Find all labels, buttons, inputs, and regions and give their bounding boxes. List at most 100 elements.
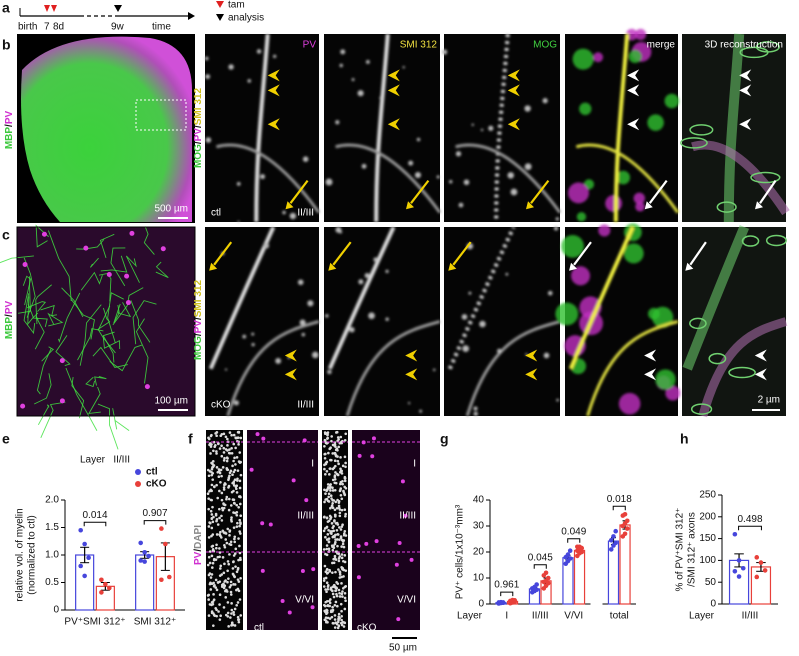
- nucleus: [331, 535, 335, 539]
- nucleus: [220, 491, 224, 495]
- data-point: [142, 549, 147, 555]
- data-point: [86, 555, 91, 561]
- nucleus: [239, 614, 243, 617]
- nucleus: [216, 555, 220, 559]
- arrow-head: [569, 262, 578, 271]
- nucleus: [227, 577, 230, 580]
- micrograph-strips: [206, 430, 420, 630]
- puncta: [247, 79, 252, 83]
- nucleus: [210, 582, 214, 585]
- nucleus: [222, 606, 226, 609]
- nucleus: [215, 588, 219, 592]
- puncta: [325, 314, 329, 318]
- nucleus: [325, 568, 329, 571]
- nucleus: [219, 530, 222, 534]
- puncta: [414, 171, 422, 179]
- nucleus: [207, 474, 211, 478]
- nucleus: [215, 543, 218, 547]
- nucleus: [326, 616, 330, 620]
- nucleus: [215, 614, 218, 618]
- nucleus: [210, 526, 214, 530]
- cell: [160, 246, 166, 252]
- nucleus: [338, 514, 342, 518]
- nucleus: [325, 612, 328, 616]
- pv-cell: [356, 575, 361, 580]
- nucleus: [235, 456, 239, 459]
- data-point: [736, 574, 742, 579]
- nucleus: [226, 615, 230, 618]
- y-tick-label: 40: [473, 495, 485, 506]
- nucleus: [333, 475, 337, 479]
- nucleus: [210, 610, 214, 613]
- nucleus: [329, 494, 333, 497]
- nucleus: [226, 580, 229, 584]
- nucleus: [338, 573, 342, 576]
- nucleus: [344, 599, 347, 602]
- nucleus: [211, 520, 215, 524]
- fiber: [113, 303, 121, 324]
- nucleus: [218, 489, 221, 493]
- axon: [465, 320, 561, 417]
- nucleus: [323, 463, 326, 467]
- timeline-label: time: [152, 22, 171, 33]
- nucleus: [340, 609, 343, 613]
- nucleus: [337, 612, 341, 616]
- scale-label: 50 µm: [389, 643, 417, 654]
- puncta: [233, 400, 240, 406]
- nucleus: [220, 444, 223, 448]
- nucleus: [337, 445, 341, 449]
- pv-cell: [397, 540, 402, 545]
- puncta: [510, 188, 518, 196]
- significance-bracket: [533, 564, 547, 569]
- nucleus: [232, 560, 235, 564]
- arrowhead: [739, 84, 752, 97]
- fiber: [58, 292, 81, 343]
- puncta: [256, 49, 262, 54]
- stain: SMI 312: [193, 280, 204, 318]
- nucleus: [324, 492, 327, 495]
- nucleus: [218, 574, 222, 577]
- nucleus: [326, 620, 329, 624]
- nucleus: [343, 455, 347, 459]
- nucleus: [206, 594, 210, 597]
- nucleus: [212, 515, 215, 519]
- nucleus: [208, 550, 212, 553]
- analysis-marker: [114, 5, 122, 12]
- bar: [573, 549, 586, 605]
- data-point: [103, 581, 108, 587]
- puncta: [436, 175, 440, 179]
- stain: PV: [193, 320, 204, 334]
- nucleus: [235, 513, 239, 517]
- puncta: [339, 230, 343, 234]
- nucleus: [221, 508, 225, 512]
- nucleus: [239, 556, 242, 560]
- arrowhead: [627, 84, 640, 97]
- puncta: [251, 332, 255, 336]
- puncta: [462, 345, 470, 352]
- pv-cell: [311, 567, 316, 572]
- puncta: [282, 210, 286, 215]
- nucleus: [236, 568, 240, 571]
- nucleus: [209, 434, 213, 438]
- nucleus: [331, 621, 335, 625]
- nucleus: [342, 575, 345, 578]
- puncta: [236, 181, 241, 186]
- nucleus: [338, 576, 342, 579]
- nucleus: [232, 470, 236, 474]
- nucleus: [342, 625, 346, 628]
- pv-cell: [261, 436, 266, 441]
- nucleus: [343, 607, 347, 611]
- micrograph: [324, 34, 440, 222]
- p-value: 0.014: [82, 510, 107, 521]
- fiber: [34, 316, 45, 350]
- fiber: [47, 312, 64, 327]
- nucleus: [238, 495, 242, 498]
- pv-cell: [374, 539, 379, 544]
- nucleus: [215, 483, 218, 487]
- arrow: [648, 179, 668, 204]
- puncta: [263, 242, 270, 249]
- nucleus: [214, 443, 217, 447]
- data-point: [608, 547, 614, 552]
- nucleus: [332, 546, 336, 549]
- p-value: 0.018: [607, 494, 632, 505]
